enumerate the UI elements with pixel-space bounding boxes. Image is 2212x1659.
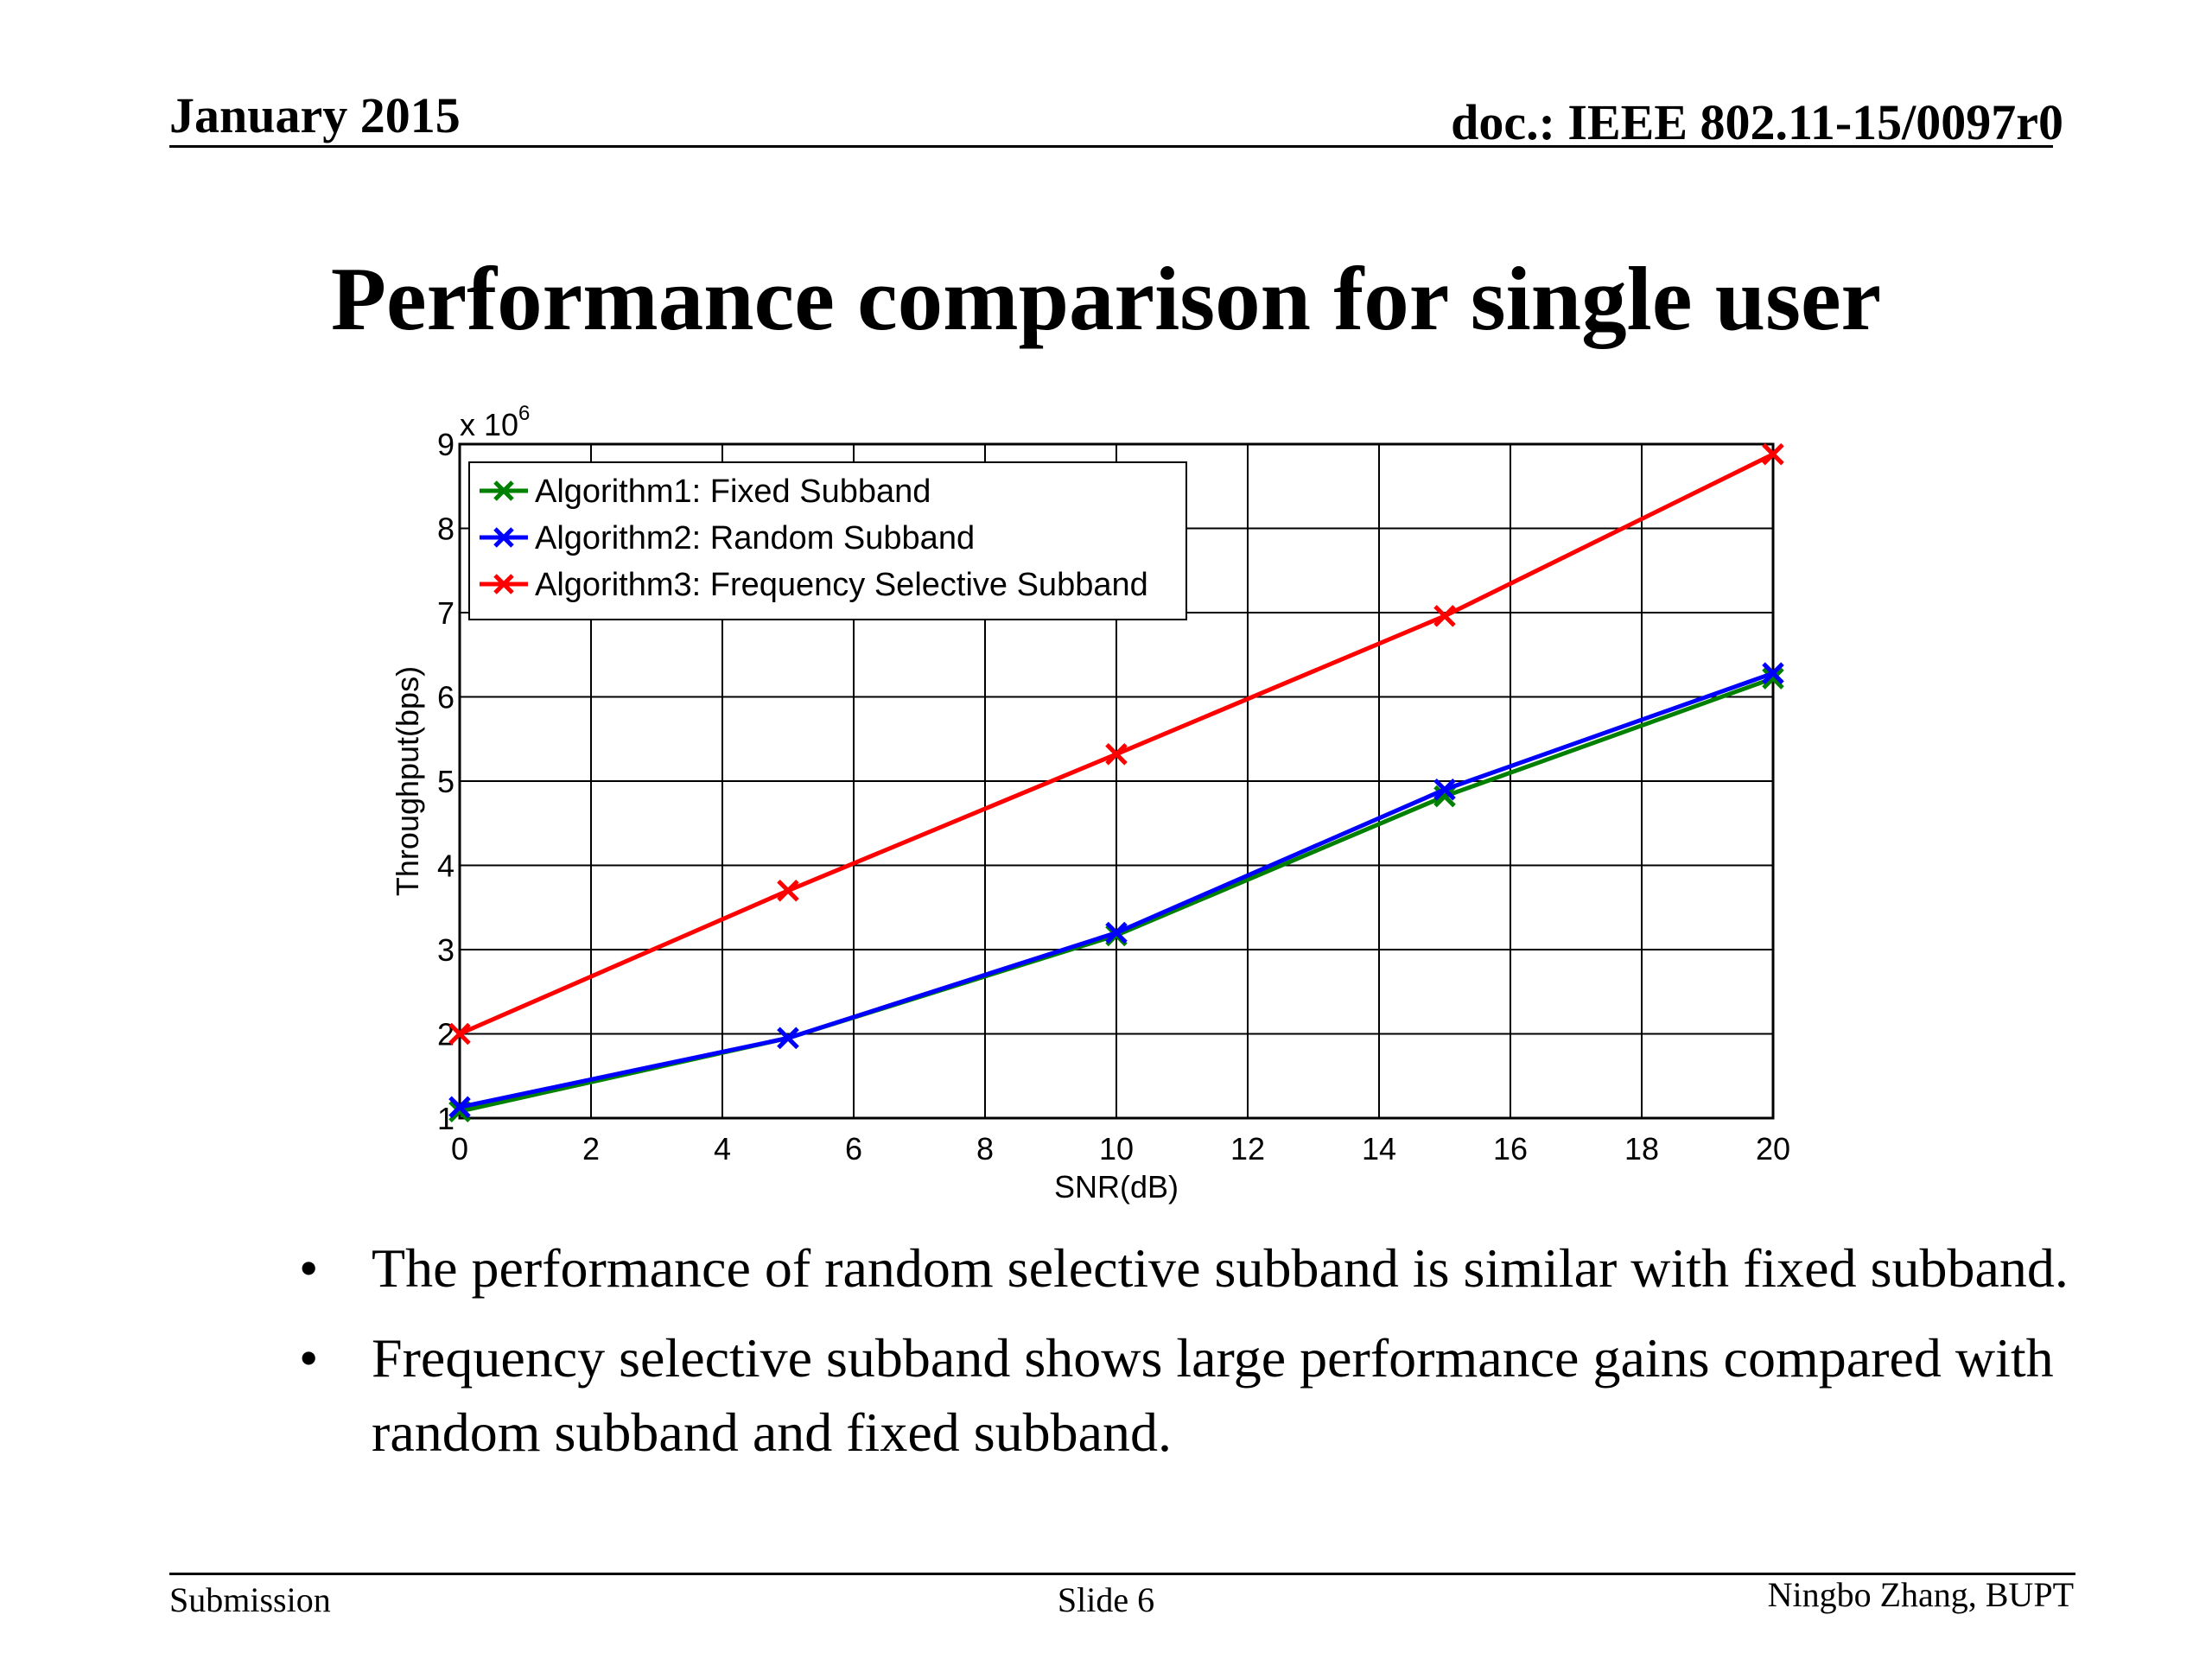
data-point bbox=[1105, 743, 1128, 766]
legend-marker bbox=[493, 527, 514, 548]
marker-stroke bbox=[1762, 442, 1784, 466]
x-tick-label: 14 bbox=[1362, 1131, 1396, 1166]
legend-marker bbox=[493, 480, 514, 501]
legend-label: Algorithm2: Random Subband bbox=[535, 520, 975, 556]
footer-submission: Submission bbox=[169, 1580, 331, 1619]
data-point bbox=[1762, 667, 1784, 690]
bullet-list: • The performance of random selective su… bbox=[294, 1231, 2091, 1485]
y-tick-labels: 1 2 3 4 5 6 7 8 9 bbox=[437, 427, 454, 1136]
y-tick-label: 4 bbox=[437, 849, 454, 884]
header-date: January 2015 bbox=[169, 87, 461, 143]
y-tick-label: 9 bbox=[437, 427, 454, 462]
bullet-text: Frequency selective subband shows large … bbox=[372, 1327, 2054, 1463]
marker-stroke bbox=[1762, 662, 1784, 684]
bullet-item: • The performance of random selective su… bbox=[294, 1231, 2091, 1306]
data-point bbox=[777, 1027, 799, 1050]
data-point bbox=[448, 1022, 471, 1046]
bullet-text: The performance of random selective subb… bbox=[372, 1237, 2069, 1299]
data-point bbox=[1762, 662, 1784, 684]
chart-legend: Algorithm1: Fixed Subband Algorithm2: Ran… bbox=[468, 461, 1187, 620]
x-tick-label: 10 bbox=[1099, 1131, 1134, 1166]
data-point bbox=[1433, 785, 1456, 808]
x-tick-labels: 0 2 4 6 8 10 12 14 16 18 20 bbox=[451, 1131, 1790, 1166]
bullet-dot: • bbox=[299, 1237, 319, 1299]
y-tick-label: 8 bbox=[437, 512, 454, 547]
y-multiplier-label: x 106 bbox=[460, 402, 530, 442]
bullet-dot: • bbox=[299, 1327, 319, 1389]
x-tick-label: 20 bbox=[1756, 1131, 1790, 1166]
marker-stroke bbox=[1762, 667, 1784, 690]
x-tick-label: 2 bbox=[582, 1131, 600, 1166]
legend-label: Algorithm3: Frequency Selective Subband bbox=[535, 567, 1148, 603]
marker-stroke bbox=[448, 1096, 471, 1119]
bullet-item: • Frequency selective subband shows larg… bbox=[294, 1321, 2091, 1470]
footer-slide-number: Slide 6 bbox=[1057, 1580, 1155, 1619]
x-tick-label: 8 bbox=[976, 1131, 994, 1166]
x-axis-label: SNR(dB) bbox=[1054, 1169, 1179, 1205]
legend-box bbox=[468, 461, 1187, 620]
marker-stroke bbox=[1433, 778, 1456, 801]
plot-frame bbox=[458, 442, 1775, 1120]
data-point bbox=[1433, 605, 1456, 627]
y-axis-label: Throughput(bps) bbox=[390, 666, 425, 896]
y-tick-label: 5 bbox=[437, 764, 454, 799]
y-tick-label: 1 bbox=[437, 1101, 454, 1136]
slide-title: Performance comparison for single user bbox=[330, 248, 1882, 349]
marker-stroke bbox=[1433, 605, 1456, 627]
x-tick-label: 6 bbox=[845, 1131, 862, 1166]
chart-series bbox=[448, 442, 1784, 1122]
y-tick-label: 6 bbox=[437, 680, 454, 715]
marker-stroke bbox=[493, 480, 514, 501]
data-point bbox=[1105, 921, 1128, 944]
marker-stroke bbox=[1105, 743, 1128, 766]
marker-stroke bbox=[1433, 785, 1456, 808]
x-tick-label: 12 bbox=[1230, 1131, 1265, 1166]
header-divider bbox=[169, 145, 2053, 148]
x-tick-label: 0 bbox=[451, 1131, 468, 1166]
footer-author: Ningbo Zhang, BUPT bbox=[1767, 1575, 2074, 1614]
y-tick-label: 7 bbox=[437, 595, 454, 631]
marker-stroke bbox=[1105, 921, 1128, 944]
data-point bbox=[1433, 778, 1456, 801]
data-point bbox=[777, 879, 799, 902]
x-tick-label: 16 bbox=[1493, 1131, 1528, 1166]
header-doc-id: doc.: IEEE 802.11-15/0097r0 bbox=[1451, 94, 2063, 150]
legend-marker bbox=[493, 574, 514, 594]
y-tick-label: 3 bbox=[437, 932, 454, 968]
marker-stroke bbox=[777, 879, 799, 902]
marker-stroke bbox=[493, 574, 514, 594]
x-tick-label: 18 bbox=[1624, 1131, 1659, 1166]
marker-stroke bbox=[777, 1027, 799, 1050]
legend-label: Algorithm1: Fixed Subband bbox=[535, 474, 931, 510]
footer-divider bbox=[169, 1573, 2075, 1575]
marker-stroke bbox=[493, 527, 514, 548]
marker-stroke bbox=[448, 1022, 471, 1046]
y-tick-label: 2 bbox=[437, 1017, 454, 1052]
data-point bbox=[1762, 442, 1784, 466]
x-tick-label: 4 bbox=[714, 1131, 731, 1166]
data-point bbox=[448, 1096, 471, 1119]
